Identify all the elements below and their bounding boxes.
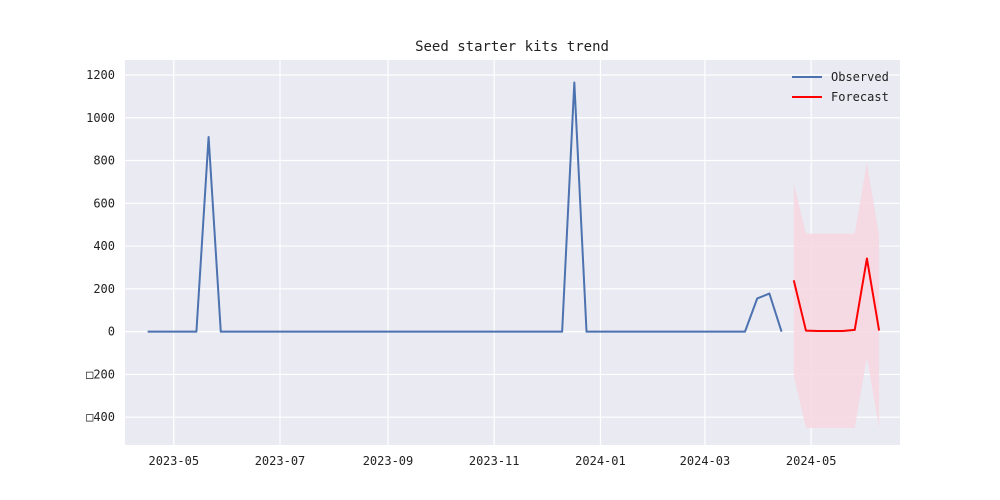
series-line-observed xyxy=(147,81,783,333)
x-tick-label: 2023-07 xyxy=(255,454,306,468)
x-tick-labels: 2023-05 2023-07 2023-09 2023-11 2024-01 2024-… xyxy=(148,454,836,468)
x-tick-label: 2023-09 xyxy=(363,454,414,468)
forecast-interval-band xyxy=(793,162,880,428)
y-tick-label: 1000 xyxy=(86,111,115,125)
plot-area xyxy=(125,60,900,445)
x-tick-label: 2024-03 xyxy=(680,454,731,468)
series-lines xyxy=(147,81,881,333)
y-tick-label: 0 xyxy=(108,325,115,339)
legend: Observed Forecast xyxy=(792,70,889,104)
forecast-interval-area xyxy=(793,162,880,428)
x-tick-label: 2023-11 xyxy=(469,454,520,468)
y-tick-label: 600 xyxy=(93,196,115,210)
y-tick-label: 1200 xyxy=(86,68,115,82)
series-line-forecast xyxy=(792,257,881,332)
y-tick-labels: 1200 1000 800 600 400 200 0 □200 □400 xyxy=(86,68,115,424)
y-tick-label: 800 xyxy=(93,154,115,168)
x-tick-label: 2024-01 xyxy=(575,454,626,468)
y-tick-label: □200 xyxy=(86,367,115,381)
y-tick-label: 200 xyxy=(93,282,115,296)
x-tick-label: 2024-05 xyxy=(786,454,837,468)
y-tick-label: 400 xyxy=(93,239,115,253)
chart-title: Seed starter kits trend xyxy=(415,39,609,55)
legend-label-observed: Observed xyxy=(831,70,889,84)
x-tick-label: 2023-05 xyxy=(148,454,199,468)
y-tick-label: □400 xyxy=(86,410,115,424)
legend-label-forecast: Forecast xyxy=(831,90,889,104)
